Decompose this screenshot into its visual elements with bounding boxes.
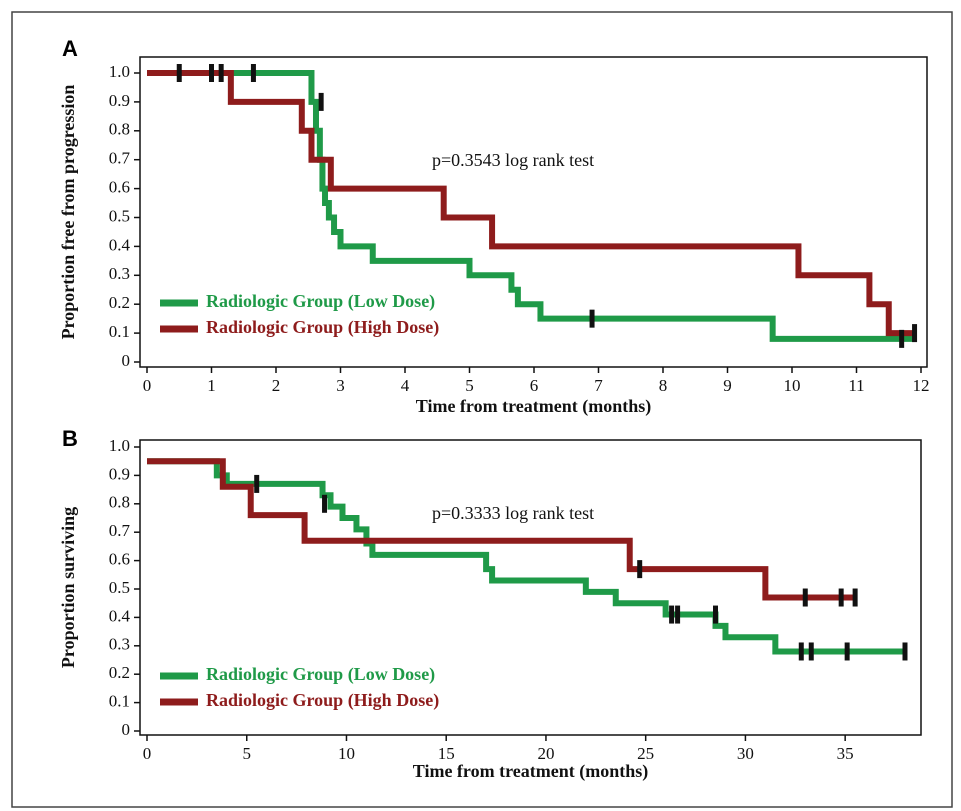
x-tick-label: 2 [272,376,281,395]
censor-mark [899,329,905,348]
x-tick-label: 10 [784,376,801,395]
x-tick-label: 0 [143,376,152,395]
y-tick-label: 0.3 [109,635,130,654]
y-axis-title: Proportion free from progression [58,85,78,340]
figure-border [11,11,953,808]
y-tick-label: 1.0 [109,62,130,81]
y-tick-label: 0.2 [109,663,130,682]
panel-label: B [62,426,78,451]
censor-mark [209,64,214,82]
censor-mark [798,642,804,661]
censor-mark [322,494,328,513]
x-tick-label: 11 [848,376,864,395]
censor-mark [808,642,814,661]
x-tick-label: 8 [659,376,668,395]
plot-frame [139,56,928,368]
panel-label: A [62,36,78,61]
x-tick-label: 3 [336,376,345,395]
y-tick-label: 0.8 [109,120,130,139]
x-tick-label: 35 [837,744,854,763]
y-tick-label: 0.4 [109,235,131,254]
y-tick-label: 0.7 [109,521,131,540]
y-tick-label: 0 [122,351,131,370]
y-tick-label: 0.9 [109,464,130,483]
annotation: p=0.3333 log rank test [432,503,594,523]
y-axis-title: Proportion surviving [58,507,78,668]
y-tick-label: 0.5 [109,206,130,225]
x-tick-label: 5 [242,744,251,763]
censor-mark [176,64,182,82]
survival-curve [147,70,915,342]
survival-curve [147,458,905,655]
x-tick-label: 9 [723,376,732,395]
y-tick-label: 0.1 [109,692,130,711]
censor-mark [802,588,808,607]
survival-curve [147,70,915,337]
censor-mark [852,588,858,607]
y-tick-label: 0.8 [109,493,130,512]
y-tick-label: 0.7 [109,149,131,168]
annotation: p=0.3543 log rank test [432,150,594,170]
plot-frame [139,439,922,736]
censor-mark [902,642,908,661]
x-tick-label: 4 [401,376,410,395]
x-tick-label: 12 [913,376,930,395]
legend-label: Radiologic Group (High Dose) [206,690,439,711]
x-tick-label: 5 [465,376,474,395]
censor-mark [838,588,844,607]
y-tick-label: 0.1 [109,322,130,341]
y-tick-label: 0.6 [109,550,130,569]
x-tick-label: 25 [637,744,654,763]
y-tick-label: 0.5 [109,578,130,597]
censor-mark [844,642,850,661]
x-tick-label: 10 [338,744,355,763]
x-tick-label: 1 [207,376,216,395]
legend-label: Radiologic Group (Low Dose) [206,664,435,685]
survival-curve [147,458,856,601]
x-axis-title: Time from treatment (months) [416,396,651,417]
y-tick-label: 1.0 [109,436,130,455]
censor-mark [250,64,256,82]
legend-label: Radiologic Group (Low Dose) [206,291,435,312]
censor-mark [669,605,675,624]
x-tick-label: 20 [537,744,554,763]
censor-mark [589,309,595,328]
censor-mark [675,605,681,624]
censor-mark [713,605,718,624]
y-tick-label: 0.4 [109,606,131,625]
legend-label: Radiologic Group (High Dose) [206,317,439,338]
x-tick-label: 6 [530,376,539,395]
x-tick-label: 7 [594,376,603,395]
y-tick-label: 0.9 [109,91,130,110]
x-axis-title: Time from treatment (months) [413,761,648,782]
censor-mark [218,64,224,82]
y-tick-label: 0.6 [109,178,130,197]
x-tick-label: 0 [143,744,152,763]
y-tick-label: 0.2 [109,293,130,312]
y-tick-label: 0.3 [109,264,130,283]
censor-mark [254,474,260,493]
censor-mark [318,92,324,111]
x-tick-label: 30 [737,744,754,763]
censor-mark [912,324,918,343]
x-tick-label: 15 [438,744,455,763]
censor-mark [637,560,643,579]
y-tick-label: 0 [122,720,131,739]
